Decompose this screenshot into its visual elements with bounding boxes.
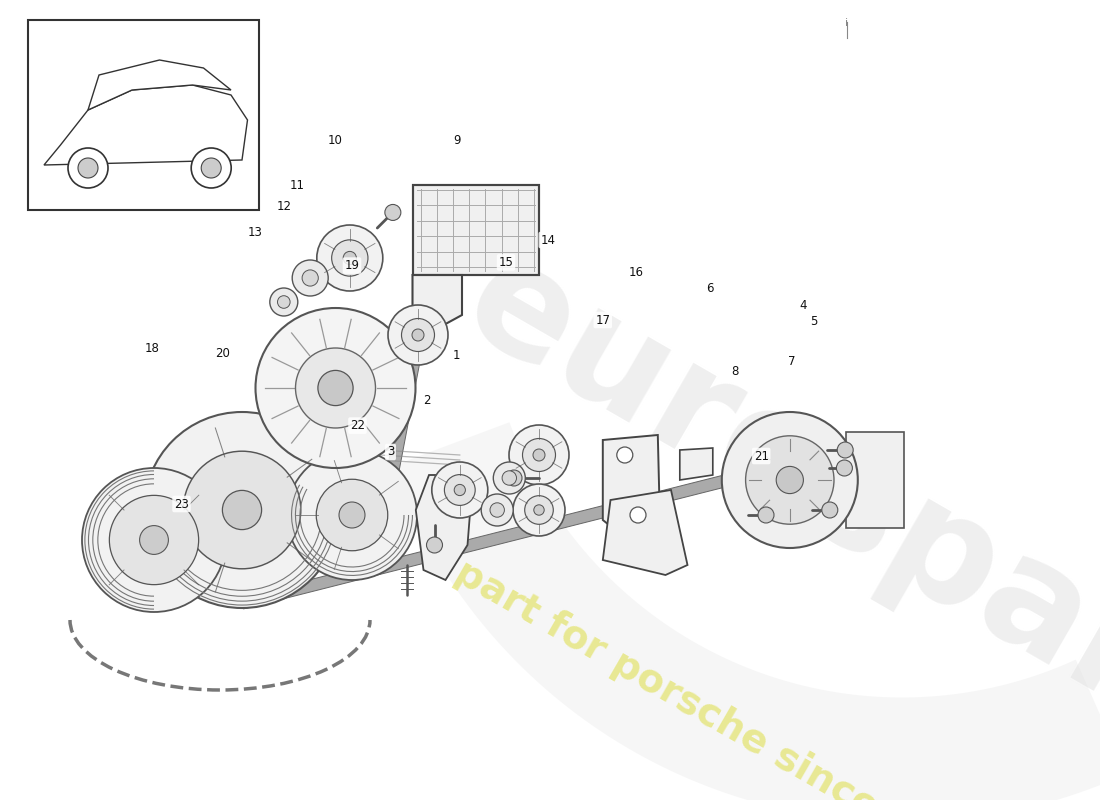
Circle shape — [332, 240, 367, 276]
Text: 12: 12 — [276, 200, 292, 213]
Circle shape — [493, 462, 526, 494]
Text: 5: 5 — [811, 315, 817, 328]
Circle shape — [454, 484, 465, 495]
Polygon shape — [44, 85, 248, 165]
Circle shape — [822, 502, 838, 518]
Circle shape — [388, 305, 448, 365]
Text: i: i — [846, 18, 848, 28]
Circle shape — [287, 450, 417, 580]
Polygon shape — [241, 474, 730, 609]
Circle shape — [140, 526, 168, 554]
Circle shape — [201, 158, 221, 178]
Text: 9: 9 — [453, 134, 460, 146]
Bar — [412, 185, 539, 275]
Circle shape — [777, 466, 803, 494]
Circle shape — [534, 505, 544, 515]
Circle shape — [318, 370, 353, 406]
Text: 4: 4 — [800, 299, 806, 312]
Text: 16: 16 — [628, 266, 643, 278]
Circle shape — [534, 449, 544, 461]
Text: 6: 6 — [706, 282, 713, 294]
Circle shape — [444, 474, 475, 506]
Text: 17: 17 — [595, 314, 610, 326]
Circle shape — [490, 502, 505, 517]
Bar — [846, 432, 903, 527]
Circle shape — [837, 442, 854, 458]
Polygon shape — [680, 448, 713, 480]
Circle shape — [191, 148, 231, 188]
Circle shape — [293, 260, 328, 296]
Text: 15: 15 — [498, 256, 514, 269]
Circle shape — [144, 412, 340, 608]
Bar — [412, 185, 539, 275]
Circle shape — [82, 468, 226, 612]
Polygon shape — [88, 60, 231, 110]
Circle shape — [525, 496, 553, 524]
Circle shape — [109, 495, 199, 585]
Text: 21: 21 — [754, 450, 769, 462]
Text: 22: 22 — [350, 419, 365, 432]
Bar — [28, 20, 258, 210]
Circle shape — [432, 462, 487, 518]
Text: 19: 19 — [344, 259, 360, 272]
Circle shape — [277, 296, 290, 308]
Circle shape — [836, 460, 852, 476]
Text: 18: 18 — [144, 342, 159, 354]
Circle shape — [522, 438, 556, 471]
Circle shape — [385, 205, 400, 221]
Text: 23: 23 — [174, 498, 189, 510]
Text: 13: 13 — [248, 226, 263, 238]
Text: 20: 20 — [214, 347, 230, 360]
Circle shape — [758, 507, 774, 523]
Text: 2: 2 — [424, 394, 430, 406]
Text: eurospares: eurospares — [440, 225, 1100, 800]
Circle shape — [255, 308, 416, 468]
Polygon shape — [151, 422, 217, 480]
Text: 3: 3 — [387, 446, 394, 458]
Circle shape — [722, 412, 858, 548]
Circle shape — [481, 494, 514, 526]
Circle shape — [296, 348, 375, 428]
Text: 10: 10 — [328, 134, 343, 146]
Circle shape — [317, 225, 383, 291]
Circle shape — [630, 507, 646, 523]
Circle shape — [506, 470, 522, 486]
Polygon shape — [378, 339, 424, 516]
Text: 11: 11 — [289, 179, 305, 192]
Circle shape — [509, 425, 569, 485]
Circle shape — [513, 484, 565, 536]
Text: 1: 1 — [453, 350, 460, 362]
Circle shape — [343, 251, 356, 265]
Circle shape — [412, 329, 424, 341]
Circle shape — [427, 537, 442, 553]
Circle shape — [402, 318, 434, 351]
Text: 14: 14 — [540, 234, 556, 246]
Circle shape — [184, 451, 300, 569]
Circle shape — [502, 470, 517, 485]
Polygon shape — [603, 490, 688, 575]
Polygon shape — [412, 275, 462, 330]
Circle shape — [617, 447, 632, 463]
Text: 7: 7 — [789, 355, 795, 368]
Circle shape — [317, 479, 388, 550]
Text: 8: 8 — [732, 366, 738, 378]
Circle shape — [302, 270, 318, 286]
Circle shape — [222, 490, 262, 530]
Circle shape — [746, 436, 834, 524]
Circle shape — [68, 148, 108, 188]
Circle shape — [270, 288, 298, 316]
Circle shape — [339, 502, 365, 528]
Polygon shape — [603, 435, 660, 535]
Text: a part for porsche since 1985: a part for porsche since 1985 — [414, 533, 990, 800]
Circle shape — [78, 158, 98, 178]
Polygon shape — [416, 475, 473, 580]
